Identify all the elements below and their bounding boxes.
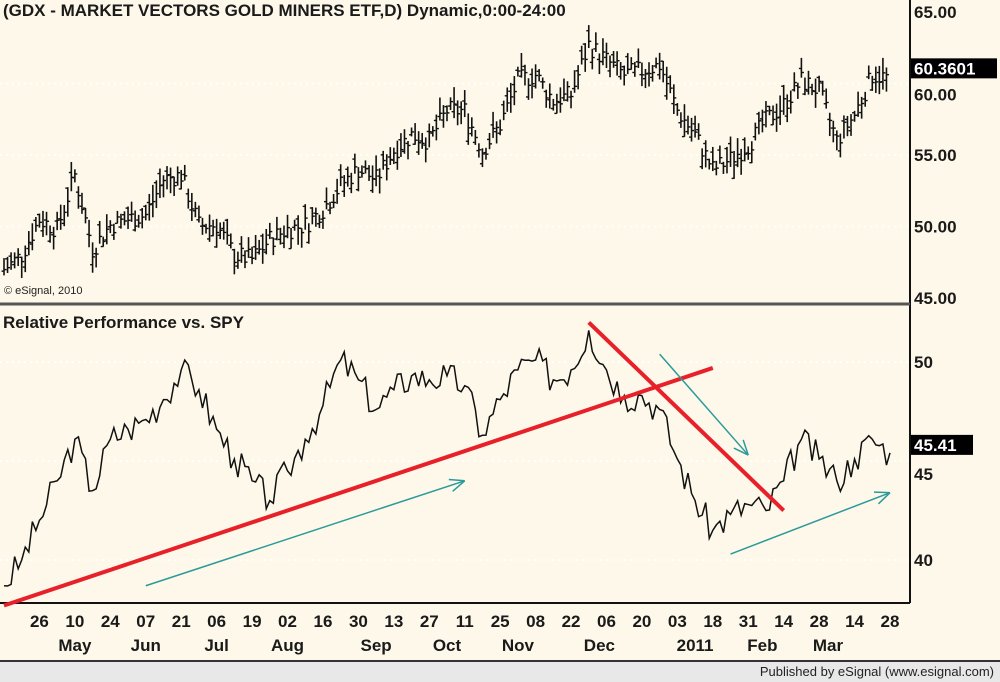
month-label: May [58, 636, 92, 655]
chart-title: (GDX - MARKET VECTORS GOLD MINERS ETF,D)… [3, 1, 566, 20]
red-trendline [587, 320, 786, 512]
price-tick-label: 60.00 [914, 86, 957, 105]
last-rp-label: 45.41 [914, 436, 957, 455]
x-tick-label: 22 [562, 612, 581, 631]
x-tick-label: 31 [739, 612, 758, 631]
month-label: Jul [204, 636, 229, 655]
x-tick-label: 13 [384, 612, 403, 631]
teal-arrow-head [448, 478, 465, 482]
footer: Published by eSignal (www.esignal.com) [0, 660, 1000, 682]
price-tick-label: 50.00 [914, 218, 957, 237]
month-label: Jun [131, 636, 161, 655]
x-tick-label: 06 [597, 612, 616, 631]
teal-arrow-head [742, 439, 749, 456]
month-label: Dec [584, 636, 615, 655]
teal-arrow [730, 491, 891, 555]
month-label: Sep [361, 636, 392, 655]
last-rp-badge [911, 434, 973, 455]
month-label: Oct [433, 636, 462, 655]
relative-performance-title: Relative Performance vs. SPY [3, 313, 244, 332]
teal-arrow-head [873, 491, 891, 494]
x-tick-label: 14 [845, 612, 864, 631]
x-tick-label: 02 [278, 612, 297, 631]
x-tick-label: 07 [136, 612, 155, 631]
x-tick-label: 20 [632, 612, 651, 631]
month-label: Nov [502, 636, 535, 655]
x-tick-label: 30 [349, 612, 368, 631]
x-tick-label: 26 [30, 612, 49, 631]
last-price-badge [911, 58, 997, 79]
x-tick-label: 14 [774, 612, 793, 631]
teal-arrow-head [877, 492, 891, 505]
teal-arrow [659, 353, 749, 456]
x-tick-label: 03 [668, 612, 687, 631]
x-tick-label: 25 [491, 612, 510, 631]
x-tick-label: 08 [526, 612, 545, 631]
red-trendline [3, 366, 714, 608]
x-tick-label: 24 [101, 612, 120, 631]
price-tick-label: 65.00 [914, 3, 957, 22]
teal-arrow-head [452, 480, 466, 492]
x-tick-label: 16 [313, 612, 332, 631]
x-tick-label: 10 [65, 612, 84, 631]
x-tick-label: 21 [172, 612, 191, 631]
publisher-credit: Published by eSignal (www.esignal.com) [759, 664, 994, 679]
month-label: Mar [813, 636, 844, 655]
price-tick-label: 45.00 [914, 289, 957, 308]
rp-tick-label: 50 [914, 353, 933, 372]
x-tick-label: 27 [420, 612, 439, 631]
x-tick-label: 28 [810, 612, 829, 631]
last-price-label: 60.3601 [914, 59, 975, 78]
x-tick-label: 11 [456, 612, 474, 631]
rp-tick-label: 45 [914, 465, 933, 484]
month-label: Feb [747, 636, 777, 655]
x-tick-label: 06 [207, 612, 226, 631]
month-label: 2011 [677, 636, 714, 655]
rp-tick-label: 40 [914, 551, 933, 570]
x-tick-label: 19 [243, 612, 262, 631]
x-tick-label: 18 [703, 612, 722, 631]
month-label: Aug [271, 636, 304, 655]
x-tick-label: 28 [881, 612, 900, 631]
watermark: © eSignal, 2010 [4, 285, 83, 297]
relative-performance-line [3, 330, 891, 587]
teal-arrow [145, 480, 465, 587]
price-tick-label: 55.00 [914, 146, 957, 165]
teal-arrow-head [733, 447, 749, 456]
